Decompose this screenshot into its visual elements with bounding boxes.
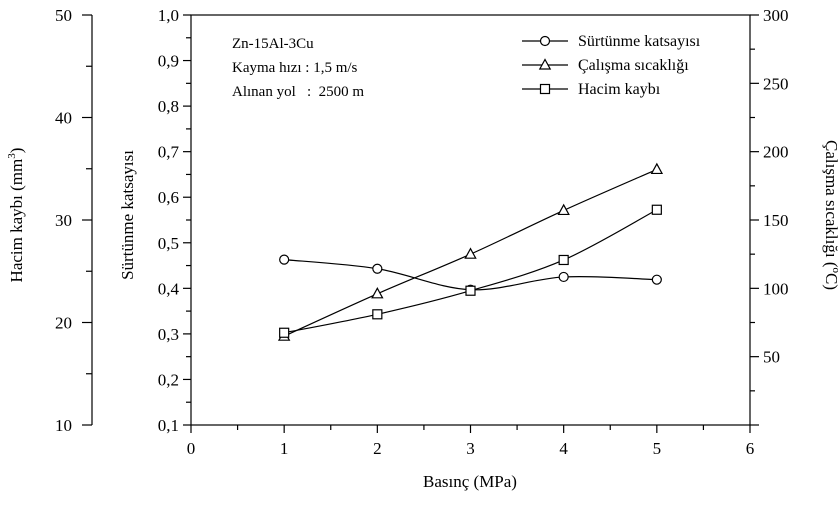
friction-tick-label: 0,6 [158, 188, 179, 207]
pressure-tick-label: 4 [559, 439, 568, 458]
legend-label: Sürtünme katsayısı [578, 33, 701, 50]
pressure-tick-label: 3 [466, 439, 475, 458]
data-point-circle [372, 263, 383, 274]
friction-coefficient-axis: 0,1 0,2 0,3 0,4 0,5 0,6 0,7 0,8 0,9 1,0 [158, 6, 191, 435]
volume-loss-tick-label: 10 [55, 416, 72, 435]
temperature-tick-label: 200 [763, 143, 789, 162]
legend-label: Çalışma sıcaklığı [578, 57, 689, 74]
temperature-axis-title-main: Çalışma sıcaklığı ( [822, 140, 838, 268]
x-axis-title: Basınç (MPa) [423, 472, 517, 491]
friction-axis-title: Sürtünme katsayısı [118, 150, 137, 280]
temperature-axis-title-end: C) [822, 273, 838, 290]
volume-loss-axis-title-end: ) [7, 148, 26, 154]
annotation-sliding-distance: Alınan yol : 2500 m [232, 84, 364, 100]
data-point-square [651, 204, 662, 215]
pressure-tick-label: 5 [653, 439, 662, 458]
legend-marker-circle [539, 35, 551, 47]
volume-loss-axis: 10 20 30 40 50 [55, 6, 93, 435]
working-temperature-axis: 50 100 150 200 250 300 [750, 6, 789, 426]
plot-area-frame [190, 14, 751, 426]
temperature-tick-label: 300 [763, 6, 789, 25]
series-layer [277, 162, 664, 341]
data-point-square [372, 309, 383, 320]
data-point-circle [558, 271, 569, 283]
pressure-tick-label: 6 [746, 439, 755, 458]
temperature-axis-title-superscript: o [830, 267, 838, 273]
temperature-tick-label: 150 [763, 211, 789, 230]
legend: Sürtünme katsayısı Çalışma sıcaklığı Hacim… [522, 33, 701, 98]
temperature-axis-title: Çalışma sıcaklığı (oC) [822, 140, 838, 290]
data-point-circle [651, 274, 662, 285]
series-line-hacim-kaybi [284, 209, 658, 334]
friction-tick-label: 0,5 [158, 234, 179, 253]
friction-tick-label: 0,7 [158, 143, 180, 162]
legend-marker-triangle [538, 58, 552, 70]
volume-loss-tick-label: 40 [55, 109, 72, 128]
data-point-square [558, 254, 569, 266]
pressure-tick-label: 2 [373, 439, 382, 458]
temperature-tick-label: 50 [763, 348, 780, 367]
friction-tick-label: 0,9 [158, 52, 179, 71]
friction-tick-label: 1,0 [158, 6, 179, 25]
friction-tick-label: 0,8 [158, 97, 179, 116]
temperature-tick-label: 250 [763, 74, 789, 93]
volume-loss-tick-label: 20 [55, 314, 72, 333]
annotation-alloy: Zn-15Al-3Cu [232, 36, 314, 52]
data-point-triangle [371, 287, 384, 299]
volume-loss-axis-title: Hacim kaybı (mm3) [6, 148, 26, 283]
friction-tick-label: 0,4 [158, 279, 180, 298]
data-point-square [465, 285, 476, 296]
data-point-square [279, 327, 290, 338]
friction-tick-label: 0,2 [158, 370, 179, 389]
volume-loss-axis-title-main: Hacim kaybı (mm [7, 159, 26, 283]
data-point-triangle [557, 203, 570, 216]
data-point-circle [279, 254, 290, 265]
data-point-triangle [650, 162, 664, 175]
annotation-sliding-speed: Kayma hızı : 1,5 m/s [232, 60, 358, 76]
data-point-triangle [464, 247, 477, 259]
volume-loss-tick-label: 50 [55, 6, 72, 25]
plot-frame [190, 14, 751, 426]
legend-label: Hacim kaybı [578, 81, 661, 98]
volume-loss-tick-label: 30 [55, 211, 72, 230]
test-conditions-annotation: Zn-15Al-3Cu Kayma hızı : 1,5 m/s Alınan … [232, 36, 364, 100]
pressure-axis: 0 1 2 3 4 5 6 [187, 425, 755, 458]
friction-tick-label: 0,1 [158, 416, 179, 435]
volume-loss-axis-title-superscript: 3 [6, 153, 18, 159]
friction-tick-label: 0,3 [158, 325, 179, 344]
pressure-tick-label: 1 [280, 439, 289, 458]
pressure-tick-label: 0 [187, 439, 196, 458]
legend-marker-square [539, 83, 551, 95]
temperature-tick-label: 100 [763, 279, 789, 298]
